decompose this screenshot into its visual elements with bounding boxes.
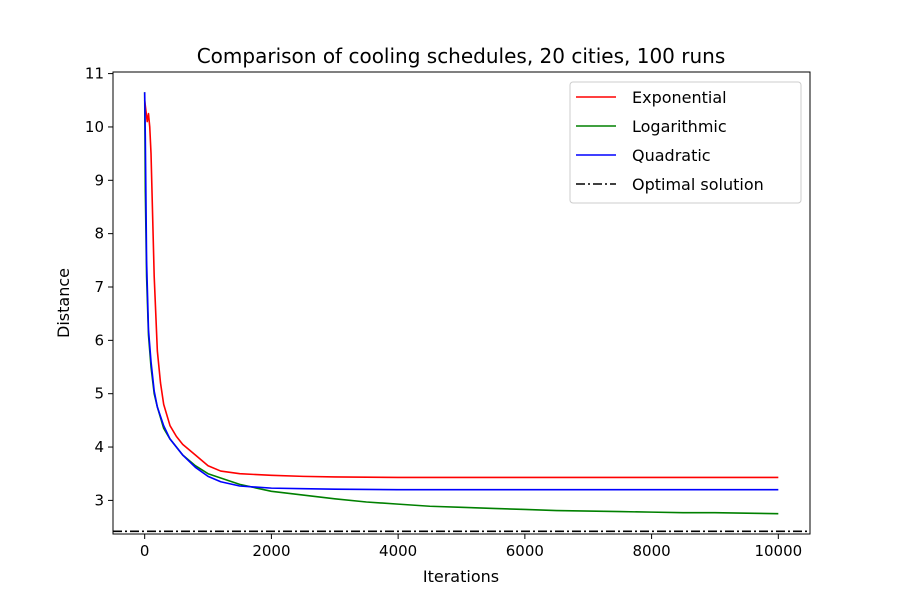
legend: Exponential Logarithmic Quadratic Optimal s… — [569, 81, 802, 204]
x-tick-label: 2000 — [252, 542, 290, 560]
x-tick-label: 6000 — [506, 542, 544, 560]
chart-title: Comparison of cooling schedules, 20 citi… — [197, 44, 726, 68]
y-axis: 3 4 5 6 7 8 9 10 11 — [85, 65, 113, 509]
y-tick-label: 8 — [94, 225, 104, 243]
legend-label: Quadratic — [632, 146, 711, 165]
legend-label: Exponential — [632, 88, 727, 107]
x-tick-label: 0 — [140, 542, 150, 560]
x-axis-label: Iterations — [423, 567, 499, 586]
legend-label: Logarithmic — [632, 117, 727, 136]
plot-frame — [112, 71, 811, 535]
y-tick-label: 6 — [94, 331, 104, 349]
y-tick-label: 5 — [94, 385, 104, 403]
x-tick-label: 10000 — [754, 542, 802, 560]
legend-label: Optimal solution — [632, 175, 764, 194]
y-tick-label: 4 — [94, 438, 104, 456]
series-line-quadratic — [143, 92, 779, 491]
x-tick-label: 8000 — [632, 542, 670, 560]
y-tick-label: 9 — [94, 171, 104, 189]
x-tick-label: 4000 — [379, 542, 417, 560]
y-tick-label: 3 — [94, 491, 104, 509]
x-axis: 0 2000 4000 6000 8000 10000 — [140, 534, 802, 560]
y-tick-label: 10 — [85, 118, 104, 136]
plot-lines — [113, 92, 810, 533]
y-axis-label: Distance — [54, 268, 73, 338]
y-tick-label: 11 — [85, 65, 104, 83]
y-tick-label: 7 — [94, 278, 104, 296]
legend-box — [569, 81, 802, 204]
series-line-exponential — [143, 100, 779, 479]
